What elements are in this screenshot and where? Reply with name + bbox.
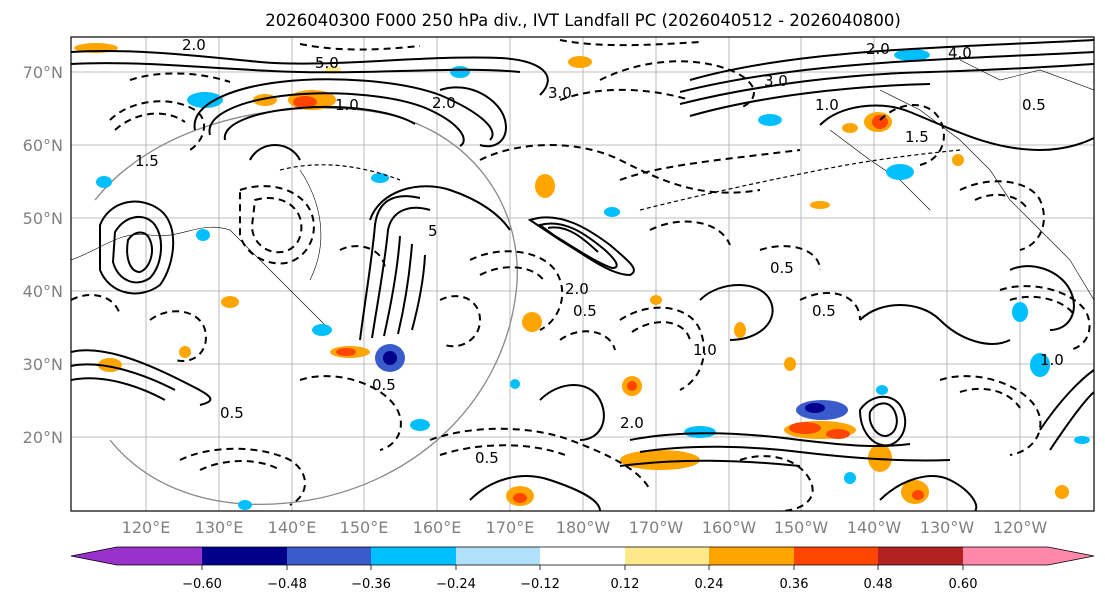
colorbar-segment <box>540 547 625 565</box>
contours-solid <box>71 39 1094 511</box>
lon-label: 120°W <box>993 518 1048 537</box>
lon-label: 170°W <box>629 518 684 537</box>
lon-label: 140°E <box>268 518 317 537</box>
contour-labels: 2.0 5.0 3.0 2.0 4.0 3.0 1.0 1.5 0.5 1.5 … <box>135 36 1064 467</box>
contour-label: 0.5 <box>1022 96 1046 114</box>
map-panel: 2.0 5.0 3.0 2.0 4.0 3.0 1.0 1.5 0.5 1.5 … <box>70 36 1095 512</box>
lat-label: 50°N <box>23 209 63 228</box>
colorbar-segment <box>117 547 202 565</box>
contours-thin-dashed <box>279 149 961 211</box>
contour-label: 1.0 <box>1040 351 1064 369</box>
colorbar-segment <box>625 547 709 565</box>
contour-label: 2.0 <box>565 280 589 298</box>
contour-label: 1.0 <box>693 341 717 359</box>
contour-label: 5 <box>428 222 438 240</box>
colorbar-tick-label: −0.48 <box>267 577 307 592</box>
shading-negative <box>96 49 1090 510</box>
lon-label: 150°E <box>340 518 389 537</box>
contour-label: 0.5 <box>220 404 244 422</box>
contour-label: 2.0 <box>432 94 456 112</box>
colorbar-ticks <box>201 565 964 570</box>
colorbar-segment <box>709 547 794 565</box>
lon-label: 150°W <box>774 518 829 537</box>
contour-label: 0.5 <box>812 302 836 320</box>
contour-label: 0.5 <box>770 259 794 277</box>
longitude-labels: 120°E 130°E 140°E 150°E 160°E 170°E 180°… <box>122 518 1048 537</box>
colorbar-tick-label: 0.36 <box>780 577 809 592</box>
colorbar-extend-low <box>71 547 117 565</box>
colorbar-outline <box>70 546 1095 566</box>
shading-positive <box>74 43 1069 506</box>
colorbar-extend-high <box>963 547 1094 565</box>
lon-label: 140°W <box>847 518 902 537</box>
colorbar-tick-label: 0.12 <box>611 577 640 592</box>
lon-label: 120°E <box>122 518 171 537</box>
contour-label: 4.0 <box>948 44 972 62</box>
lon-label: 130°W <box>920 518 975 537</box>
colorbar-segment <box>456 547 540 565</box>
contours-dashed <box>71 39 1091 511</box>
figure-title: 2026040300 F000 250 hPa div., IVT Landfa… <box>265 11 901 30</box>
colorbar-tick-label: −0.60 <box>182 577 222 592</box>
contour-label: 1.0 <box>335 96 359 114</box>
map-frame <box>70 36 1095 512</box>
colorbar-tick-label: 0.24 <box>695 577 724 592</box>
lon-label: 160°W <box>702 518 757 537</box>
coastlines <box>71 59 1094 331</box>
contour-label: 0.5 <box>475 449 499 467</box>
colorbar: −0.60 −0.48 −0.36 −0.24 −0.12 0.12 0.24 … <box>70 546 1095 592</box>
contour-label: 0.5 <box>372 376 396 394</box>
lon-label: 180°W <box>556 518 611 537</box>
colorbar-tick-label: 0.60 <box>949 577 978 592</box>
contour-label: 3.0 <box>764 72 788 90</box>
lon-label: 160°E <box>413 518 462 537</box>
colorbar-segment <box>371 547 456 565</box>
contour-label: 2.0 <box>866 40 890 58</box>
lat-label: 70°N <box>23 63 63 82</box>
lat-label: 30°N <box>23 355 63 374</box>
contour-label: 0.5 <box>573 302 597 320</box>
colorbar-tick-label: 0.48 <box>864 577 893 592</box>
colorbar-tick-label: −0.24 <box>436 577 476 592</box>
colorbar-tick-label: −0.36 <box>351 577 391 592</box>
contour-label: 5.0 <box>315 54 339 72</box>
lat-label: 60°N <box>23 136 63 155</box>
colorbar-segment <box>202 547 287 565</box>
latitude-labels: 70°N 60°N 50°N 40°N 30°N 20°N <box>23 63 63 447</box>
lon-label: 130°E <box>195 518 244 537</box>
colorbar-segment <box>878 547 963 565</box>
contour-label: 1.5 <box>135 152 159 170</box>
contour-label: 2.0 <box>182 36 206 54</box>
contour-label: 2.0 <box>620 414 644 432</box>
contour-label: 1.5 <box>905 128 929 146</box>
contour-label: 1.0 <box>815 96 839 114</box>
lat-label: 40°N <box>23 282 63 301</box>
lon-label: 170°E <box>486 518 535 537</box>
colorbar-tick-label: −0.12 <box>520 577 560 592</box>
colorbar-segment <box>794 547 878 565</box>
contour-label: 3.0 <box>548 84 572 102</box>
lat-label: 20°N <box>23 428 63 447</box>
colorbar-segment <box>287 547 371 565</box>
